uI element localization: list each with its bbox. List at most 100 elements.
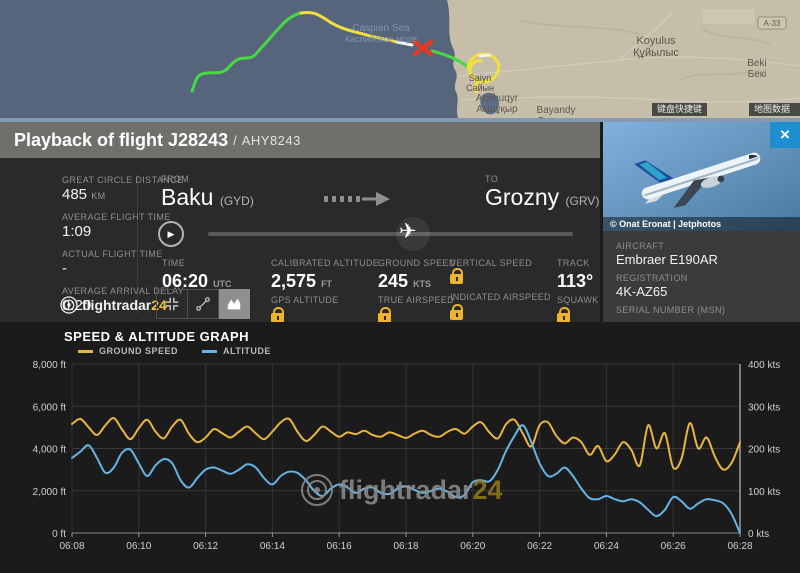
stat-actual-flight-time: ACTUAL FLIGHT TIME - — [62, 249, 192, 277]
photo-credit: © Onat Eronat | Jetphotos — [603, 217, 800, 231]
map-label: Баянды — [538, 116, 574, 118]
svg-text:8,000 ft: 8,000 ft — [33, 360, 67, 371]
brand-suffix: 24 — [151, 297, 167, 313]
ias-label: INDICATED AIRSPEED — [450, 292, 551, 302]
true-airspeed-lock-icon[interactable] — [378, 307, 391, 323]
telemetry-time: TIME 06:20 UTC — [162, 258, 232, 292]
aircraft-photo[interactable] — [603, 122, 800, 231]
divider — [137, 174, 138, 314]
map-label: Koyulus — [636, 35, 676, 47]
flight-track — [190, 10, 501, 94]
playback-panel — [0, 158, 600, 322]
map-label: Сайын — [466, 83, 494, 93]
route-to: TO Grozny (GRV) — [485, 174, 599, 211]
callsign: AHY8243 — [241, 132, 301, 148]
stat-label: GREAT CIRCLE DISTANCE — [62, 175, 184, 185]
aircraft-info: AIRCRAFT Embraer E190AR REGISTRATION 4K-… — [603, 231, 800, 331]
route-arrow-icon — [324, 192, 390, 206]
play-button[interactable]: ▶ — [158, 221, 184, 247]
map-label: Bayandy — [537, 105, 576, 116]
track-value: 113° — [557, 271, 594, 291]
stat-value: 1:09 — [62, 223, 92, 240]
area-chart-icon — [227, 298, 241, 310]
aircraft-label: AIRCRAFT — [616, 241, 665, 251]
gnd-spd-value: 245 — [378, 271, 409, 291]
gnd-spd-unit: KTS — [413, 279, 432, 289]
svg-text:06:22: 06:22 — [527, 541, 552, 552]
title-separator: / — [233, 132, 237, 148]
series-ground-speed — [71, 417, 741, 471]
route-view-button[interactable] — [188, 289, 219, 319]
telemetry-calibrated-altitude: CALIBRATED ALTITUDE 2,575 FT GPS ALTITUD… — [271, 258, 379, 328]
collapse-view-button[interactable] — [156, 289, 188, 319]
tas-label: TRUE AIRSPEED — [378, 295, 454, 305]
stat-label: AVERAGE ARRIVAL DELAY — [62, 286, 185, 296]
svg-text:300 kts: 300 kts — [748, 402, 780, 413]
from-label: FROM — [161, 174, 190, 184]
squawk-lock-icon[interactable] — [557, 307, 570, 323]
svg-text:06:28: 06:28 — [727, 541, 752, 552]
radar-rings-icon — [60, 296, 78, 314]
map-label: Saiyn — [469, 73, 492, 83]
map-label: Каспийское море — [345, 34, 417, 44]
route-path-icon — [196, 297, 210, 311]
map-data-attribution[interactable]: 地图数据 — [749, 103, 800, 116]
view-toggle-group — [156, 289, 250, 319]
svg-text:200 kts: 200 kts — [748, 445, 780, 456]
plane-slider-handle-icon[interactable]: ✈ — [399, 220, 417, 243]
svg-text:A-33: A-33 — [764, 19, 781, 28]
svg-text:0 kts: 0 kts — [748, 529, 769, 540]
vertical-speed-lock-icon[interactable] — [450, 268, 463, 284]
cal-alt-label: CALIBRATED ALTITUDE — [271, 258, 380, 268]
aircraft-registration: REGISTRATION 4K-AZ65 — [616, 273, 800, 299]
legend-swatch — [202, 349, 218, 353]
map-field-patch — [703, 9, 755, 24]
svg-text:4,000 ft: 4,000 ft — [33, 445, 67, 456]
to-label: TO — [485, 174, 499, 184]
cal-alt-unit: FT — [321, 279, 333, 289]
vert-spd-label: VERTICAL SPEED — [450, 258, 533, 268]
close-icon[interactable]: × — [770, 122, 800, 148]
playback-slider[interactable] — [208, 232, 573, 236]
stat-value: - — [62, 260, 67, 277]
map-land — [447, 0, 800, 118]
aircraft-silhouette — [634, 152, 761, 209]
telemetry-track: TRACK 113° SQUAWK — [557, 258, 598, 328]
crash-marker-icon[interactable] — [412, 39, 434, 57]
brand-name: flightradar — [82, 297, 152, 313]
watermark-suffix: 24 — [472, 474, 503, 505]
series-altitude — [71, 424, 741, 534]
registration-value: 4K-AZ65 — [616, 284, 668, 299]
map-terrain — [519, 19, 771, 81]
svg-text:06:26: 06:26 — [661, 541, 686, 552]
speed-altitude-chart[interactable]: 8,000 ft 400 kts 6,000 ft 300 kts 4,000 ft 20… — [0, 322, 800, 573]
stat-label: ACTUAL FLIGHT TIME — [62, 249, 163, 259]
to-city: Grozny — [485, 184, 560, 210]
telemetry-ground-speed: GROUND SPEED 245 KTS TRUE AIRSPEED — [378, 258, 456, 328]
telemetry-vertical-speed: VERTICAL SPEED INDICATED AIRSPEED — [450, 258, 551, 325]
map-roads — [457, 11, 800, 103]
indicated-airspeed-lock-icon[interactable] — [450, 304, 463, 320]
page-title: Playback of flight J28243 — [14, 129, 229, 150]
collapse-icon — [165, 297, 179, 311]
svg-text:400 kts: 400 kts — [748, 360, 780, 371]
watermark-main: flightradar — [339, 474, 473, 505]
svg-text:6,000 ft: 6,000 ft — [33, 402, 67, 413]
graph-view-button[interactable] — [219, 289, 250, 319]
cal-alt-value: 2,575 — [271, 271, 317, 291]
legend-swatch — [78, 349, 93, 353]
svg-text:06:24: 06:24 — [594, 541, 619, 552]
gps-altitude-lock-icon[interactable] — [271, 307, 284, 323]
time-unit: UTC — [213, 279, 232, 289]
svg-text:06:12: 06:12 — [193, 541, 218, 552]
squawk-label: SQUAWK — [557, 295, 599, 305]
stat-label: AVERAGE FLIGHT TIME — [62, 212, 171, 222]
map-label: Aqshuqyr — [476, 93, 519, 104]
svg-text:100 kts: 100 kts — [748, 487, 780, 498]
legend-label: GROUND SPEED — [99, 346, 179, 356]
stat-unit: KM — [91, 191, 106, 201]
map-keyboard-shortcuts[interactable]: 键盘快捷键 — [652, 103, 708, 116]
